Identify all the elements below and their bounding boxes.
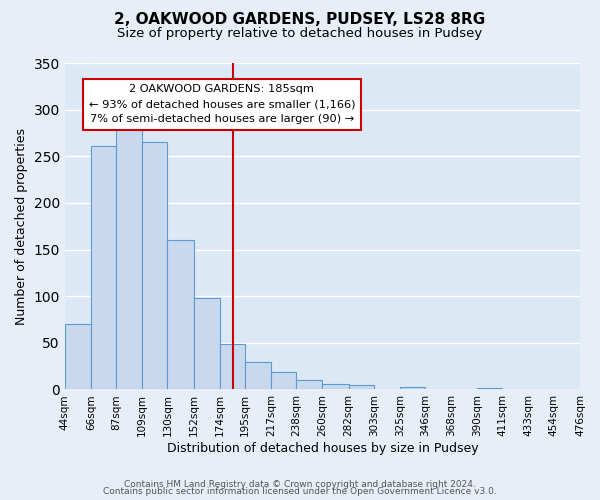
Bar (271, 372, 296, 390)
Bar (142, 142, 167, 390)
Bar (65, 324, 91, 390)
Bar (245, 362, 271, 390)
Bar (554, 388, 580, 390)
Bar (502, 388, 529, 390)
Bar (116, 117, 142, 390)
Bar (91, 146, 116, 390)
Bar (400, 386, 425, 390)
Text: Size of property relative to detached houses in Pudsey: Size of property relative to detached ho… (118, 28, 482, 40)
Bar (167, 240, 194, 390)
Bar (425, 388, 451, 390)
Bar (451, 388, 478, 390)
X-axis label: Distribution of detached houses by size in Pudsey: Distribution of detached houses by size … (167, 442, 478, 455)
Bar (349, 385, 374, 390)
Text: 2 OAKWOOD GARDENS: 185sqm
← 93% of detached houses are smaller (1,166)
7% of sem: 2 OAKWOOD GARDENS: 185sqm ← 93% of detac… (89, 84, 355, 124)
Text: Contains public sector information licensed under the Open Government Licence v3: Contains public sector information licen… (103, 488, 497, 496)
Y-axis label: Number of detached properties: Number of detached properties (15, 128, 28, 324)
Bar (296, 380, 322, 390)
Bar (220, 344, 245, 390)
Bar (194, 298, 220, 390)
Bar (529, 388, 554, 390)
Bar (374, 388, 400, 390)
Bar (322, 384, 349, 390)
Text: 2, OAKWOOD GARDENS, PUDSEY, LS28 8RG: 2, OAKWOOD GARDENS, PUDSEY, LS28 8RG (115, 12, 485, 28)
Bar (478, 388, 502, 390)
Text: Contains HM Land Registry data © Crown copyright and database right 2024.: Contains HM Land Registry data © Crown c… (124, 480, 476, 489)
